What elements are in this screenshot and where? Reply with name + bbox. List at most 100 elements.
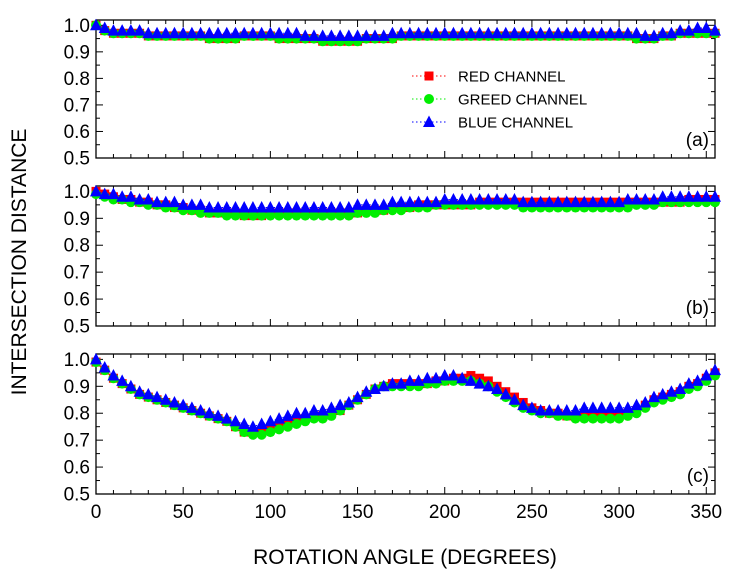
data-point <box>605 413 616 424</box>
data-point <box>316 201 329 213</box>
data-point <box>552 26 565 39</box>
legend-label: BLUE CHANNEL <box>458 115 573 132</box>
data-point <box>238 26 251 39</box>
data-point <box>517 398 530 411</box>
plot-frame <box>95 353 716 495</box>
data-point <box>351 29 364 41</box>
panel-3: 0.5 0.6 0.7 0.8 0.9 1.0 0 50 100 150 200 250 300 350 (… <box>64 350 723 523</box>
data-point <box>569 26 582 39</box>
data-point <box>107 369 120 381</box>
data-point <box>221 210 232 221</box>
data-point <box>525 26 538 39</box>
y-tick-label: 0.5 <box>64 149 90 170</box>
data-point <box>595 26 608 39</box>
data-point <box>342 29 355 41</box>
data-point <box>124 24 137 36</box>
data-point <box>177 26 190 39</box>
data-point <box>543 26 556 39</box>
panel-label: (b) <box>686 298 709 319</box>
data-point <box>194 198 207 210</box>
data-point <box>534 195 547 208</box>
data-point <box>185 198 198 210</box>
data-point <box>525 401 538 413</box>
data-point <box>239 427 250 438</box>
x-tick-label: 0 <box>91 502 102 523</box>
data-point <box>133 192 146 205</box>
x-axis-title: ROTATION ANGLE (DEGREES) <box>253 546 557 569</box>
data-point <box>387 205 398 216</box>
data-point <box>525 195 538 208</box>
data-point <box>256 429 267 440</box>
data-point <box>674 190 687 202</box>
data-point <box>151 195 164 208</box>
data-point <box>464 192 477 205</box>
data-point <box>265 210 276 221</box>
data-point <box>630 26 643 39</box>
data-point <box>578 26 591 39</box>
data-point <box>396 205 407 216</box>
data-point <box>403 26 416 39</box>
data-point <box>195 207 206 218</box>
legend-label: RED CHANNEL <box>458 69 566 86</box>
data-point <box>168 195 181 208</box>
data-point <box>491 382 504 394</box>
data-point <box>177 398 190 411</box>
x-tick-label: 350 <box>690 502 722 523</box>
data-point <box>377 198 390 210</box>
data-point <box>246 26 259 39</box>
data-point <box>473 192 486 205</box>
data-point <box>656 26 669 39</box>
data-point <box>534 404 547 416</box>
data-point <box>543 195 556 208</box>
data-point <box>569 195 582 208</box>
y-tick-label: 0.9 <box>64 209 90 230</box>
data-point <box>316 29 329 41</box>
x-tick-label: 50 <box>173 502 194 523</box>
data-point <box>700 369 713 381</box>
data-point <box>107 187 120 200</box>
data-point <box>326 410 337 421</box>
x-tick-label: 250 <box>516 502 548 523</box>
data-point <box>124 379 137 392</box>
y-tick-label: 1.0 <box>64 182 90 203</box>
data-point <box>412 195 425 208</box>
series-red-channel <box>91 357 720 437</box>
legend-marker <box>424 94 434 104</box>
data-point <box>386 195 399 208</box>
data-point <box>656 190 669 202</box>
data-point <box>212 409 225 421</box>
data-point <box>98 187 111 200</box>
legend-label: GREED CHANNEL <box>458 92 587 109</box>
data-point <box>351 390 364 403</box>
data-point <box>299 406 312 419</box>
legend-marker <box>424 71 434 81</box>
data-point <box>579 413 590 424</box>
legend-item: RED CHANNEL <box>412 69 566 86</box>
data-point <box>308 413 319 424</box>
data-point <box>194 26 207 39</box>
data-point <box>578 401 591 413</box>
data-point <box>595 195 608 208</box>
data-point <box>299 201 312 213</box>
data-point <box>194 404 207 416</box>
data-point <box>464 374 477 386</box>
data-point <box>247 429 258 440</box>
data-point <box>98 360 111 373</box>
data-point <box>508 192 521 205</box>
data-point <box>203 26 216 39</box>
data-point <box>499 26 512 39</box>
data-point <box>482 379 495 392</box>
data-point <box>299 29 312 41</box>
legend-item: GREED CHANNEL <box>412 92 587 109</box>
data-point <box>473 377 486 389</box>
data-point <box>351 198 364 210</box>
data-point <box>256 210 267 221</box>
data-point <box>709 190 721 202</box>
data-point <box>596 413 607 424</box>
data-point <box>700 190 713 202</box>
data-point <box>508 393 521 405</box>
panel-label: (a) <box>686 130 709 151</box>
y-tick-label: 0.9 <box>64 377 90 398</box>
data-point <box>491 192 504 205</box>
data-point <box>116 24 129 36</box>
